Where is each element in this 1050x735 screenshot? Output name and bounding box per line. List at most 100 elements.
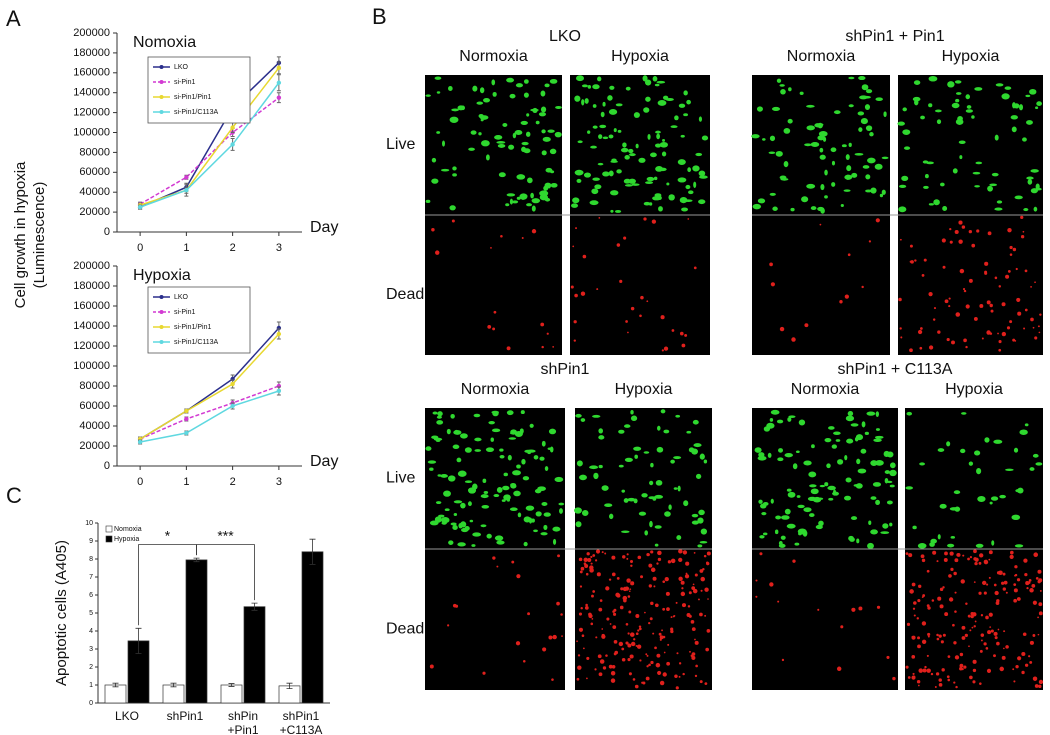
live-cell [512, 132, 517, 139]
dead-cell [578, 627, 584, 632]
live-cell [868, 520, 872, 525]
dead-cell [972, 659, 977, 664]
dead-cell [654, 646, 657, 650]
legend-marker [159, 65, 164, 69]
dead-cell [651, 219, 657, 224]
dead-cell [670, 616, 673, 619]
live-cell [584, 98, 589, 104]
legend-swatch [105, 535, 113, 543]
live-cell [628, 153, 636, 157]
live-cell [510, 483, 517, 489]
dead-cell [1010, 550, 1014, 555]
dead-cell [706, 629, 711, 633]
live-cell [771, 106, 781, 111]
live-cell [425, 94, 431, 97]
live-cell [874, 435, 884, 439]
live-cell [509, 507, 518, 512]
dead-cell [955, 685, 958, 689]
dead-cell [648, 621, 651, 625]
live-cell [609, 85, 615, 90]
dead-cell [599, 659, 605, 664]
live-cell [887, 451, 894, 458]
dead-cell [912, 607, 916, 610]
dead-cell [1005, 591, 1008, 594]
x-tick-label: 2 [230, 476, 236, 488]
live-cell [531, 198, 541, 204]
dead-cell [496, 565, 499, 568]
live-cell [633, 446, 642, 451]
live-cell [1027, 179, 1033, 185]
live-cell [862, 95, 871, 99]
dead-cell [572, 245, 575, 248]
dead-image [752, 215, 890, 355]
dead-cell [942, 633, 946, 637]
y-tick-label: 180000 [73, 280, 110, 292]
live-cell [473, 413, 481, 418]
dead-cell [1031, 584, 1036, 588]
live-cell [481, 505, 490, 509]
y-tick-label: 4 [89, 628, 93, 635]
dead-cell [963, 665, 967, 669]
dead-cell [621, 657, 626, 662]
dead-cell [953, 681, 956, 684]
live-cell [521, 458, 526, 465]
live-cell [645, 181, 654, 185]
live-cell [624, 457, 633, 462]
live-cell [602, 101, 606, 107]
live-cell [543, 524, 548, 530]
dead-cell [921, 273, 925, 277]
dead-cell [659, 638, 662, 641]
dead-cell [647, 553, 650, 556]
live-cell [613, 128, 617, 133]
dead-cell [954, 610, 957, 613]
live-cell [647, 133, 651, 140]
dead-cell [1033, 552, 1039, 558]
dead-cell [916, 679, 921, 684]
dead-cell [944, 551, 948, 556]
dead-cell [1024, 572, 1028, 577]
live-cell [652, 76, 658, 82]
live-cell [806, 125, 815, 131]
live-cell [854, 152, 864, 156]
dead-cell [670, 558, 676, 564]
y-tick-label: 60000 [79, 400, 110, 412]
live-cell [917, 543, 927, 549]
dead-cell [839, 300, 843, 304]
dead-cell [590, 555, 593, 558]
row-label: Live [386, 470, 415, 487]
dead-cell [963, 338, 967, 343]
dead-image [425, 215, 562, 355]
live-cell [807, 496, 817, 501]
dead-cell [851, 607, 856, 612]
live-cell [448, 85, 453, 91]
dead-cell [911, 635, 916, 640]
live-cell [617, 129, 622, 133]
live-cell [581, 99, 585, 106]
dead-cell [868, 240, 872, 243]
live-cell [468, 147, 475, 151]
dead-cell [623, 236, 627, 240]
dead-cell [700, 589, 703, 592]
live-cell [993, 439, 1003, 444]
dead-cell [1037, 569, 1042, 574]
live-cell [552, 538, 557, 545]
dead-cell [500, 234, 503, 238]
dead-cell [643, 217, 647, 221]
live-cell [661, 151, 667, 157]
live-cell [824, 169, 828, 176]
dead-cell [646, 665, 649, 668]
live-cell [679, 197, 688, 204]
x-tick-label: shPin [228, 709, 258, 723]
dead-cell [574, 293, 578, 298]
dead-cell [612, 612, 617, 616]
live-cell [436, 420, 444, 425]
live-cell [620, 147, 629, 153]
legend-label: LKO [174, 64, 189, 71]
live-cell [653, 176, 658, 181]
dead-cell [1012, 338, 1016, 342]
live-cell [810, 142, 820, 147]
dead-cell [492, 556, 496, 560]
live-cell [429, 467, 434, 471]
dead-cell [552, 345, 555, 348]
dead-cell [998, 340, 1002, 344]
